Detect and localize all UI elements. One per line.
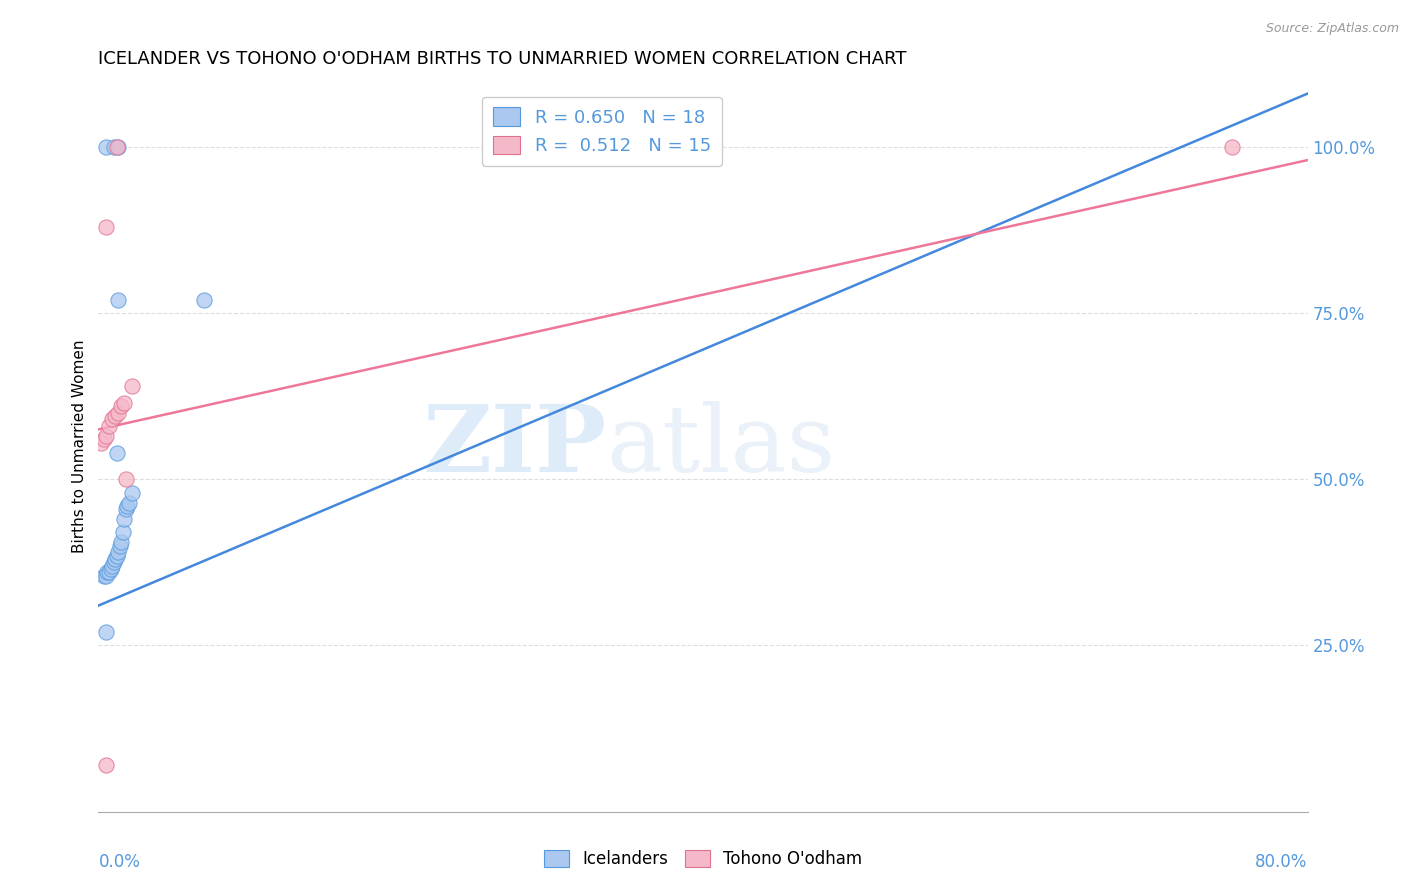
Text: Source: ZipAtlas.com: Source: ZipAtlas.com [1265,22,1399,36]
Point [105,445,128,459]
Point [103,555,125,569]
Point [94,140,117,154]
Point [193,293,215,307]
Y-axis label: Births to Unmarried Women: Births to Unmarried Women [72,339,87,553]
Point [114,502,136,516]
Point [100,562,122,576]
Point [115,499,138,513]
Text: atlas: atlas [606,401,835,491]
Point [98,566,121,580]
Point [101,558,124,573]
Point [107,293,129,307]
Legend: R = 0.650   N = 18, R =  0.512   N = 15: R = 0.650 N = 18, R = 0.512 N = 15 [482,96,721,166]
Point [114,472,136,486]
Point [94,429,117,443]
Point [94,568,117,582]
Point [107,140,129,154]
Point [112,512,135,526]
Point [105,549,128,563]
Point [107,406,129,420]
Point [110,399,132,413]
Point [1220,140,1243,154]
Point [103,140,125,154]
Point [104,409,127,423]
Point [121,485,143,500]
Point [105,140,128,154]
Legend: Icelanders, Tohono O'odham: Icelanders, Tohono O'odham [537,843,869,875]
Point [94,625,117,640]
Point [93,568,115,582]
Point [101,412,124,426]
Point [104,552,127,566]
Point [110,535,132,549]
Point [118,495,141,509]
Point [112,396,135,410]
Point [107,545,129,559]
Point [94,219,117,234]
Text: ZIP: ZIP [422,401,606,491]
Point [93,433,115,447]
Text: 0.0%: 0.0% [98,854,141,871]
Text: ICELANDER VS TOHONO O'ODHAM BIRTHS TO UNMARRIED WOMEN CORRELATION CHART: ICELANDER VS TOHONO O'ODHAM BIRTHS TO UN… [98,50,907,68]
Point [108,539,131,553]
Point [111,525,134,540]
Text: 80.0%: 80.0% [1256,854,1308,871]
Point [121,379,143,393]
Point [94,758,117,772]
Point [90,435,112,450]
Point [96,566,118,580]
Point [98,419,121,434]
